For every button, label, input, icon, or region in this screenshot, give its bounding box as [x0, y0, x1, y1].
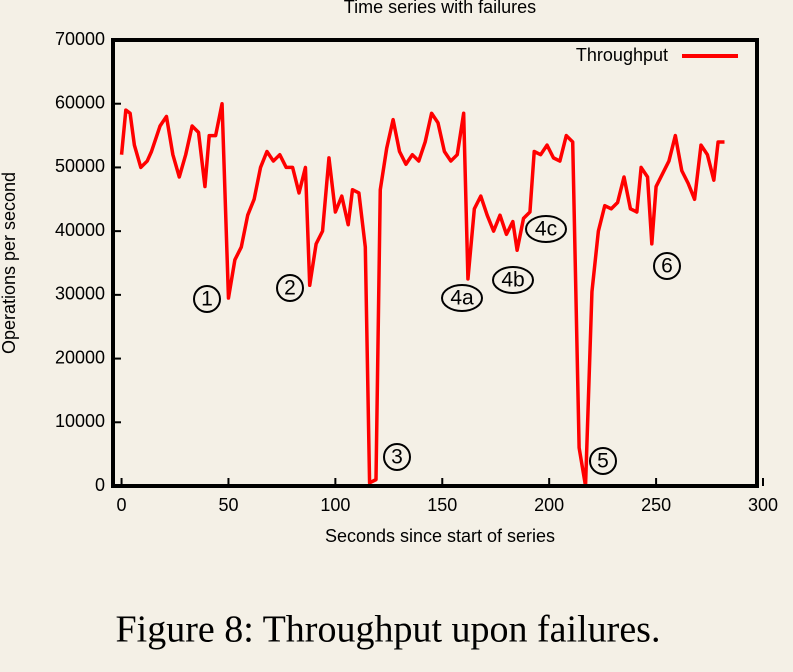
- y-tick-label: 40000: [55, 220, 105, 240]
- line-series: [119, 101, 725, 488]
- legend-label: Throughput: [576, 45, 668, 65]
- x-tick-label: 200: [534, 495, 564, 515]
- y-tick-label: 70000: [55, 29, 105, 49]
- annotation-circle: [589, 447, 617, 475]
- x-axis-label: Seconds since start of series: [325, 526, 555, 546]
- annotation-circle: [653, 252, 681, 280]
- annotation: 4c: [535, 218, 557, 241]
- caption: Figure 8: Throughput upon failures.: [116, 609, 661, 651]
- x-tick-label: 300: [748, 495, 778, 515]
- annotation-circle: [525, 215, 567, 243]
- y-tick-label: 0: [95, 475, 105, 495]
- y-tick-label: 30000: [55, 284, 105, 304]
- annotation-circle: [276, 274, 304, 302]
- annotation-circle: [492, 266, 534, 294]
- y-tick-label: 60000: [55, 92, 105, 112]
- annotation: 3: [391, 446, 403, 469]
- y-tick-label: 20000: [55, 347, 105, 367]
- y-axis-label: Operations per second: [0, 172, 19, 354]
- x-tick-label: 100: [320, 495, 350, 515]
- annotation: 4b: [501, 269, 524, 292]
- annotation: 4a: [450, 287, 474, 310]
- annotation-circle: [193, 285, 221, 313]
- annotation: 5: [597, 450, 609, 473]
- x-tick-label: 150: [427, 495, 457, 515]
- annotation-circle: [383, 443, 411, 471]
- annotation: 6: [661, 255, 673, 278]
- annotation-circle: [441, 284, 483, 312]
- annotation: 1: [201, 288, 213, 311]
- plot-frame: [111, 38, 759, 488]
- y-tick-label: 50000: [55, 156, 105, 176]
- x-tick-label: 0: [117, 495, 127, 515]
- x-tick-label: 50: [218, 495, 238, 515]
- y-tick-label: 10000: [55, 411, 105, 431]
- chart-title: Time series with failures: [344, 0, 536, 17]
- annotation: 2: [284, 277, 296, 300]
- x-tick-label: 250: [641, 495, 671, 515]
